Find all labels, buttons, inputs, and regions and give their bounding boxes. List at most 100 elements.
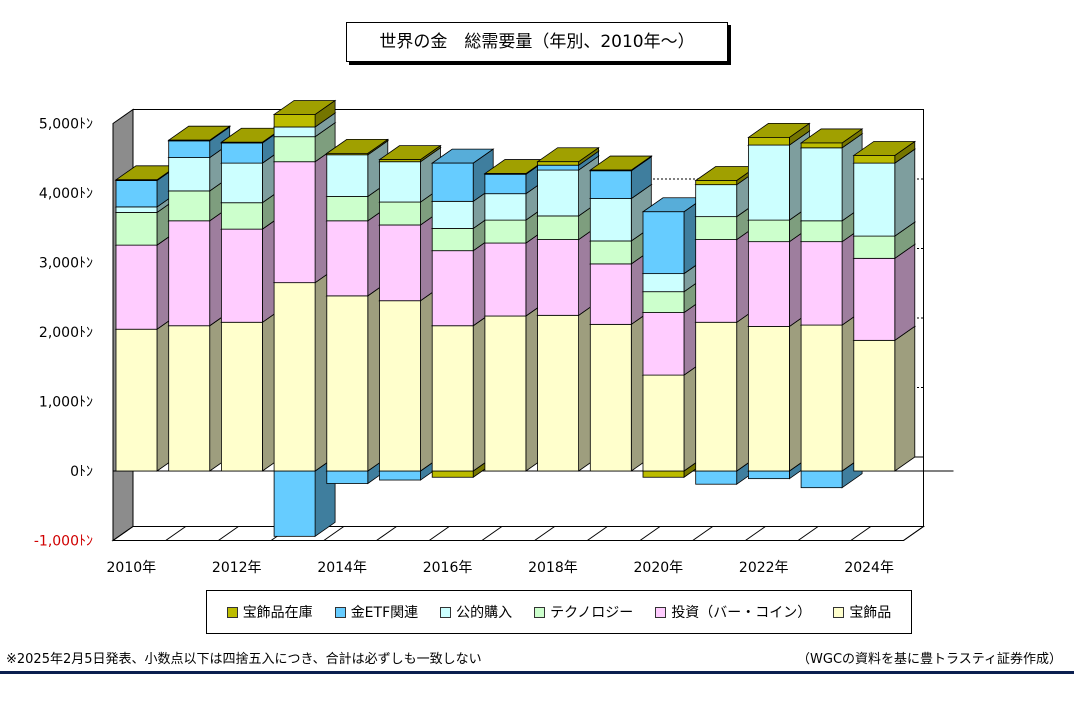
bar-segment xyxy=(537,161,579,166)
bar-segment xyxy=(431,228,474,252)
bar-stack xyxy=(114,165,179,472)
bar-segment xyxy=(537,164,579,171)
bar-segment xyxy=(748,241,790,327)
bar-segment xyxy=(537,169,579,217)
bar-segment xyxy=(484,242,527,317)
bar-segment xyxy=(484,315,527,472)
bar-segment xyxy=(589,263,632,325)
legend-label: 宝飾品在庫 xyxy=(242,605,313,621)
bar-segment xyxy=(273,136,316,163)
bar-segment xyxy=(484,219,527,244)
bar-segment xyxy=(168,139,211,142)
bar-segment xyxy=(484,193,527,221)
legend-swatch xyxy=(655,606,667,618)
bar-segment xyxy=(589,240,632,265)
bar-stack xyxy=(378,144,442,481)
bar-segment xyxy=(800,324,843,472)
chart-legend: 宝飾品在庫 金ETF関連 公的購入 テクノロジー 投資（バー・コイン） 宝飾品 xyxy=(206,590,912,634)
bar-segment xyxy=(326,470,369,484)
x-tick-label: 2020年 xyxy=(634,560,684,576)
floor-divider xyxy=(639,526,661,541)
bar-segment xyxy=(800,147,843,222)
legend-swatch xyxy=(440,606,452,618)
bar-segment xyxy=(484,173,527,175)
bar-segment xyxy=(642,470,685,478)
legend-item: 金ETF関連 xyxy=(334,602,418,622)
bar-segment xyxy=(695,321,738,472)
bar-segment xyxy=(273,126,316,138)
bar-segment xyxy=(853,162,896,237)
bar-segment xyxy=(220,321,263,472)
y-tick-label: 3,000ﾄﾝ xyxy=(39,256,93,272)
x-tick-label: 2012年 xyxy=(212,560,262,576)
bar-segment xyxy=(273,161,316,284)
legend-label: 宝飾品 xyxy=(849,605,892,621)
floor-divider xyxy=(481,526,503,541)
bar-stack xyxy=(325,138,390,485)
legend-item: テクノロジー xyxy=(534,602,633,622)
y-tick-label: 0ﾄﾝ xyxy=(70,464,93,480)
bar-segment xyxy=(431,162,474,202)
bar-segment xyxy=(168,190,211,222)
bar-segment xyxy=(379,470,421,481)
bar-segment xyxy=(115,206,158,213)
y-tick-label: 5,000ﾄﾝ xyxy=(39,117,93,133)
bar-segment xyxy=(431,250,474,327)
x-tick-label: 2016年 xyxy=(423,560,473,576)
legend-label: テクノロジー xyxy=(550,605,634,621)
bar-segment xyxy=(642,211,685,275)
x-tick-label: 2010年 xyxy=(107,560,157,576)
bar-segment xyxy=(326,196,369,222)
bar-segment xyxy=(853,339,896,472)
bar-stack xyxy=(694,165,758,485)
bar-segment-side xyxy=(894,243,916,342)
bar-segment xyxy=(115,328,158,472)
bar-segment xyxy=(748,470,790,480)
bar-segment xyxy=(537,239,579,316)
bar-segment xyxy=(642,291,685,313)
bar-stack xyxy=(589,155,653,472)
bar-stacks xyxy=(114,99,917,538)
bar-segment xyxy=(220,142,263,164)
x-tick-label: 2024年 xyxy=(844,560,894,576)
bar-segment xyxy=(695,216,738,240)
bar-stack xyxy=(167,125,231,472)
bar-stack xyxy=(852,140,917,472)
floor-divider xyxy=(165,526,186,541)
bar-segment xyxy=(326,152,369,156)
y-tick-label: 2,000ﾄﾝ xyxy=(39,325,93,341)
bar-segment xyxy=(589,170,632,199)
bar-segment xyxy=(273,282,316,472)
floor-divider xyxy=(797,526,819,541)
bar-segment xyxy=(589,323,632,472)
x-tick-label: 2022年 xyxy=(739,560,789,576)
bottom-divider xyxy=(0,671,1074,674)
bar-stack xyxy=(220,127,284,472)
legend-item: 投資（バー・コイン） xyxy=(655,602,811,622)
bar-stack xyxy=(747,122,811,480)
bar-segment xyxy=(748,136,790,146)
bar-segment xyxy=(115,179,158,181)
bar-segment xyxy=(695,180,738,186)
bar-segment xyxy=(748,144,790,221)
bar-segment xyxy=(800,220,843,243)
floor-divider xyxy=(218,526,239,541)
bar-segment xyxy=(273,114,316,128)
bar-segment xyxy=(220,202,263,230)
bar-segment xyxy=(431,470,474,478)
bar-segment xyxy=(853,155,896,164)
bar-stack xyxy=(483,158,548,472)
floor-divider xyxy=(587,526,608,541)
bar-segment xyxy=(220,162,263,204)
x-tick-label: 2018年 xyxy=(528,560,578,576)
bar-segment xyxy=(484,173,527,195)
bar-segment xyxy=(220,228,263,323)
legend-swatch xyxy=(534,606,546,618)
bar-segment xyxy=(379,201,421,226)
bar-segment xyxy=(695,470,738,485)
footnote: ※2025年2月5日発表、小数点以下は四捨五入につき、合計は必ずしも一致しない xyxy=(6,652,482,667)
floor-divider xyxy=(534,526,555,541)
bar-segment xyxy=(168,220,211,327)
bar-segment xyxy=(695,239,738,323)
floor-divider xyxy=(323,526,345,541)
